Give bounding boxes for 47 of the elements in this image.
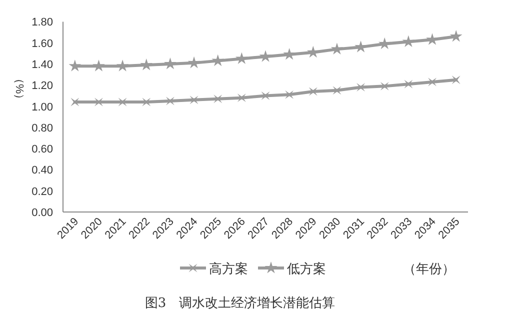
point xyxy=(428,78,437,86)
point xyxy=(164,57,176,70)
legend-label: 高方案 xyxy=(209,261,248,277)
y-tick-label: 0.20 xyxy=(32,186,53,198)
point xyxy=(259,50,272,62)
y-tick-label: 1.40 xyxy=(32,58,53,71)
point xyxy=(306,46,320,58)
point xyxy=(452,76,460,84)
y-tick-label: 0.80 xyxy=(32,122,53,134)
y-tick-label: 0.40 xyxy=(32,164,53,177)
point xyxy=(237,94,246,102)
point xyxy=(308,87,318,96)
point xyxy=(166,96,174,106)
point xyxy=(283,48,296,60)
point xyxy=(330,42,344,54)
y-tick-label: 0.00 xyxy=(32,207,53,219)
point xyxy=(332,86,342,95)
point xyxy=(140,58,153,70)
point xyxy=(356,83,366,92)
point xyxy=(261,91,270,100)
y-tick-label: 0.60 xyxy=(32,144,53,156)
point xyxy=(402,35,415,48)
y-axis-title: （%） xyxy=(13,72,25,105)
y-tick-label: 1.00 xyxy=(32,101,53,114)
point xyxy=(142,98,151,106)
point xyxy=(118,98,127,106)
legend-label: 低方案 xyxy=(287,261,326,277)
point xyxy=(214,94,222,104)
point xyxy=(116,60,129,72)
x-axis-title: （年份） xyxy=(403,262,455,277)
point xyxy=(404,80,413,88)
point xyxy=(380,82,389,90)
point xyxy=(190,96,198,104)
point xyxy=(188,56,200,68)
y-tick-label: 1.20 xyxy=(32,80,53,92)
text: 图3 调水改土经济增长潜能估算 xyxy=(144,296,336,311)
point xyxy=(68,60,82,72)
point xyxy=(70,98,80,106)
point xyxy=(94,98,103,106)
y-tick-label: 1.60 xyxy=(32,38,53,50)
point xyxy=(235,52,248,64)
point xyxy=(450,30,462,42)
point xyxy=(285,90,294,99)
point xyxy=(92,60,105,72)
y-tick-label: 1.80 xyxy=(32,16,53,29)
point xyxy=(212,54,224,66)
point xyxy=(378,37,391,50)
